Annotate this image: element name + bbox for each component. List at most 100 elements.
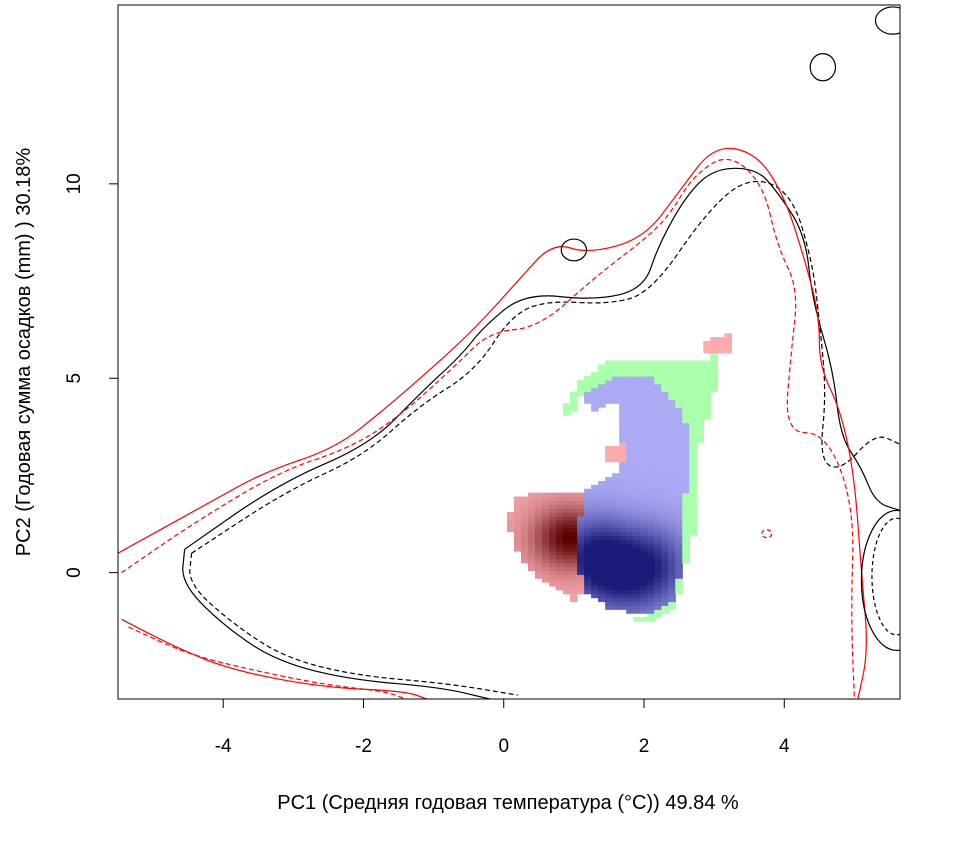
density-cell	[689, 461, 697, 467]
density-cell	[689, 484, 697, 490]
density-cell	[527, 531, 536, 537]
density-cell	[675, 477, 683, 482]
density-cell	[619, 461, 627, 467]
density-cell	[598, 562, 606, 568]
density-cell	[640, 543, 648, 548]
density-cell	[520, 543, 529, 548]
density-cell	[612, 589, 620, 595]
density-cell	[661, 418, 669, 424]
density-cell	[605, 364, 613, 369]
density-cell	[661, 496, 669, 502]
density-cell	[633, 449, 641, 455]
density-cell	[626, 589, 634, 595]
density-cell	[577, 492, 585, 498]
density-cell	[591, 403, 599, 408]
density-cell	[626, 508, 634, 513]
density-cell	[612, 597, 620, 603]
density-cell	[619, 535, 627, 540]
density-cell	[591, 570, 599, 575]
density-cell	[689, 434, 697, 439]
density-cell	[612, 582, 620, 587]
density-cell	[682, 387, 690, 393]
density-cell	[647, 461, 655, 467]
density-cell	[619, 512, 627, 517]
density-cell	[626, 609, 634, 614]
density-cell	[640, 449, 648, 455]
density-cell	[626, 558, 634, 564]
density-cell	[513, 531, 522, 537]
density-cell	[724, 337, 732, 342]
density-cell	[710, 364, 718, 369]
density-cell	[577, 535, 585, 540]
density-cell	[626, 539, 634, 544]
density-cell	[689, 422, 697, 428]
density-cell	[696, 360, 704, 365]
density-cell	[689, 527, 697, 533]
density-cell	[605, 387, 613, 393]
density-cell	[605, 597, 613, 603]
density-cell	[647, 403, 655, 408]
density-cell	[633, 399, 641, 404]
density-cell	[577, 566, 585, 571]
density-cell	[661, 554, 669, 560]
density-cell	[577, 574, 585, 579]
density-cell	[626, 379, 634, 385]
density-cell	[675, 488, 683, 494]
density-cell	[598, 527, 606, 533]
density-cell	[598, 512, 606, 517]
density-cell	[661, 442, 669, 447]
density-cell	[542, 574, 550, 579]
density-cell	[647, 410, 655, 416]
density-cell	[682, 512, 690, 517]
density-cell	[612, 519, 620, 525]
density-cell	[626, 360, 634, 365]
density-cell	[668, 492, 676, 498]
density-cell	[527, 519, 536, 525]
density-cell	[668, 387, 676, 393]
density-cell	[654, 531, 662, 537]
density-cell	[682, 438, 690, 443]
density-cell	[703, 399, 711, 404]
density-cell	[647, 364, 655, 369]
density-cell	[542, 539, 550, 544]
density-cell	[612, 372, 620, 377]
density-cell	[689, 407, 697, 412]
density-cell	[682, 391, 690, 397]
density-cell	[619, 515, 627, 521]
density-cell	[682, 399, 690, 404]
density-cell	[612, 570, 620, 575]
density-cell	[661, 445, 669, 451]
density-cell	[619, 582, 627, 587]
density-cell	[668, 430, 676, 435]
density-cell	[570, 399, 578, 404]
density-cell	[605, 500, 613, 505]
density-cell	[626, 574, 634, 579]
density-cell	[633, 570, 641, 575]
density-cell	[710, 368, 718, 373]
density-cell	[654, 445, 662, 451]
density-cell	[647, 554, 655, 560]
density-cell	[640, 473, 648, 478]
density-cell	[668, 407, 676, 412]
density-cell	[520, 504, 529, 509]
density-cell	[549, 570, 557, 575]
density-cell	[654, 515, 662, 521]
density-cell	[612, 531, 620, 537]
density-cell	[520, 519, 529, 525]
density-cell	[675, 418, 683, 424]
density-cell	[577, 527, 585, 533]
density-cell	[689, 465, 697, 470]
density-cell	[654, 597, 662, 603]
density-cell	[633, 434, 641, 439]
density-cell	[605, 480, 613, 486]
density-cell	[696, 418, 704, 424]
envelope-island-a	[560, 238, 588, 262]
density-cell	[654, 504, 662, 509]
density-cell	[654, 442, 662, 447]
density-cell	[675, 519, 683, 525]
density-cell	[563, 531, 571, 537]
density-cell	[598, 492, 606, 498]
density-cell	[542, 515, 550, 521]
density-cell	[661, 492, 669, 498]
density-cell	[675, 527, 683, 533]
